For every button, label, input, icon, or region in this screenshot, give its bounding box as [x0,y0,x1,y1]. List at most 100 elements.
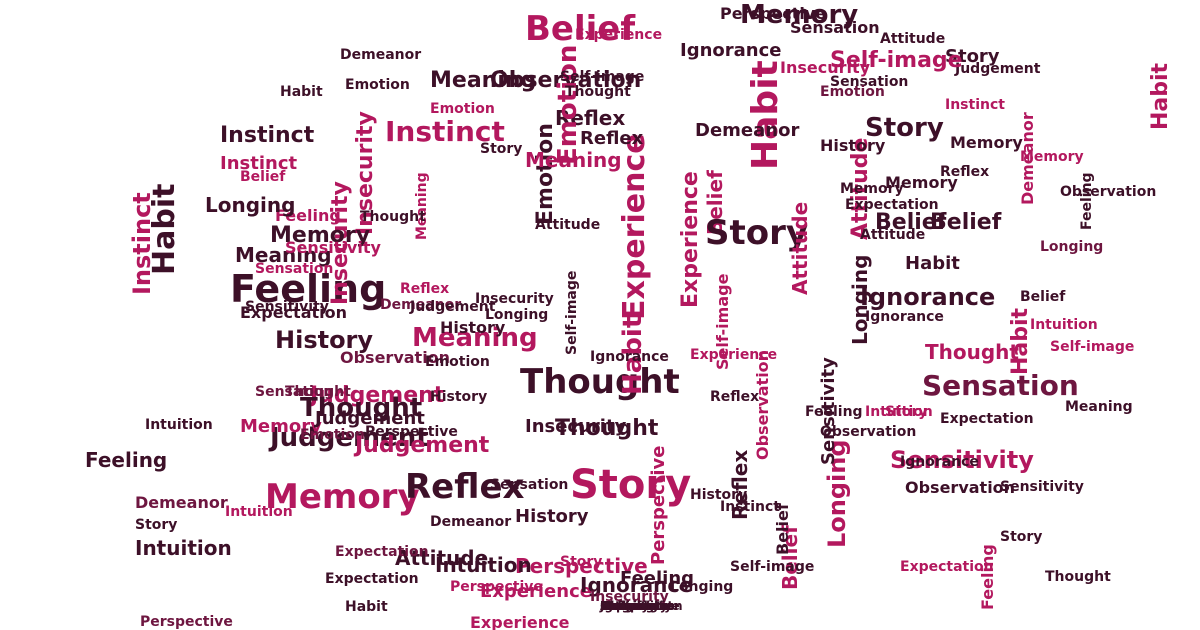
cloud-word: Belief [1020,289,1066,305]
cloud-word: Instinct [600,599,652,613]
cloud-word: Observation [1060,184,1157,200]
cloud-word: Longing [848,254,872,345]
cloud-word: Reflex [940,164,990,180]
cloud-word: Experience [470,613,570,630]
cloud-word: Feeling [275,206,341,225]
cloud-word: Longing [670,579,734,595]
cloud-word: Emotion [553,44,583,165]
cloud-word: Thought [925,340,1019,364]
cloud-word: Self-image [560,69,645,85]
cloud-word: Attitude [880,31,946,47]
cloud-word: Judgement [315,408,425,429]
cloud-word: Observation [340,348,451,367]
cloud-word: Judgement [355,433,490,458]
cloud-word: Meaning [430,68,537,93]
cloud-word: Instinct [220,123,315,148]
cloud-word: Story [885,404,928,420]
cloud-word: Thought [565,84,631,100]
cloud-word: Observation [905,478,1016,497]
cloud-word: Perspective [515,554,648,578]
cloud-word: Feeling [1079,172,1095,230]
cloud-word: Self-image [830,48,963,73]
cloud-word: Observation [753,349,772,460]
cloud-word: Attitude [395,546,489,570]
cloud-word: Perspective [140,614,233,630]
cloud-word: Story [570,462,692,508]
cloud-word: Expectation [325,571,419,587]
cloud-word: Longing [205,193,296,217]
cloud-word: Intuition [225,504,293,520]
cloud-word: Story [480,141,523,157]
cloud-word: Sensitivity [600,599,672,613]
cloud-word: Feeling [978,544,997,610]
cloud-word: Demeanor [430,514,512,530]
cloud-word: Instinct [385,115,505,148]
cloud-word: Judgement [410,299,496,315]
cloud-word: Reflex [405,467,525,507]
cloud-word: Intuition [865,404,933,420]
cloud-word: Observation [600,599,683,613]
cloud-word: Sensation [255,261,334,277]
cloud-word: Longing [1040,239,1104,255]
cloud-word: Perspective [720,4,827,23]
cloud-word: Attitude [860,227,926,243]
cloud-word: Longing [600,599,655,613]
cloud-word: Ignorance [590,349,669,365]
cloud-word: Memory [740,0,859,30]
cloud-word: Belief [525,9,636,49]
cloud-word: Reflex [555,106,626,130]
cloud-word: Ignorance [600,599,668,613]
cloud-word: Instinct [945,97,1005,113]
cloud-word: Sensitivity [285,238,381,257]
cloud-word: Self-image [1050,339,1135,355]
cloud-word: Memory [270,223,371,248]
cloud-word: Thought [300,393,423,423]
cloud-word: Observation [820,424,917,440]
cloud-word: Thought [360,209,426,225]
cloud-word: Ignorance [580,573,693,597]
cloud-word: Habit [1008,307,1033,375]
cloud-word: Belief [240,169,286,185]
cloud-word: Story [135,517,178,533]
cloud-word: Emotion [430,101,495,117]
cloud-word: Meaning [414,172,430,240]
cloud-word: Perspective [365,424,458,440]
cloud-word: Ignorance [680,40,782,61]
cloud-word: Story [1000,529,1043,545]
cloud-word: Demeanor [695,120,800,141]
cloud-word: Attitude [535,217,601,233]
cloud-word: Demeanor [340,47,422,63]
cloud-word: Instinct [720,499,780,515]
cloud-word: Sensitivity [1000,479,1084,495]
cloud-word: Self-image [564,270,580,355]
cloud-word: Reflex [580,128,644,149]
cloud-word: History [820,136,886,155]
cloud-word: Habit [905,253,960,274]
cloud-word: Experience [480,581,592,602]
cloud-word: Reflex [400,281,450,297]
cloud-word: Intuition [1030,317,1098,333]
cloud-word: Demeanor [380,297,462,313]
cloud-word: Habit [1148,62,1173,130]
cloud-word: Thought [520,362,680,402]
cloud-word: Experience [600,599,675,613]
cloud-word: Thought [1045,569,1111,585]
cloud-word: Habit [745,60,786,170]
cloud-word: Meaning [600,599,658,613]
cloud-word: Ignorance [860,283,996,311]
cloud-word: Thought [555,416,659,441]
cloud-word: Expectation [845,197,939,213]
cloud-word: Perspective [648,445,669,565]
cloud-word: Attitude [788,201,812,295]
cloud-word: Meaning [412,323,538,353]
cloud-word: History [275,326,374,354]
cloud-word: Observation [490,68,642,93]
cloud-word: Reflex [710,389,760,405]
cloud-word: Insecurity [780,58,871,77]
cloud-word: Experience [617,133,652,320]
cloud-word: Judgement [270,423,429,453]
cloud-word: Story [560,554,603,570]
cloud-word: Memory [240,416,322,437]
cloud-word: Insecurity [475,291,554,307]
